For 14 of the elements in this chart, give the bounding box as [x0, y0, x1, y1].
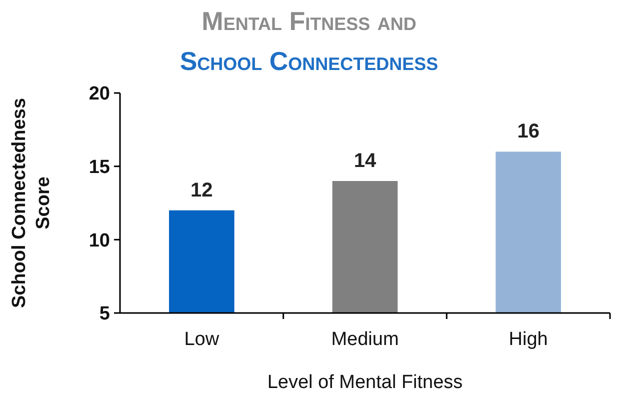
- data-label: 16: [517, 120, 540, 143]
- x-tick-label: High: [508, 329, 548, 350]
- y-tick-label: 10: [88, 230, 110, 252]
- y-tick-label: 5: [99, 304, 110, 325]
- x-tick-label: Medium: [331, 329, 399, 350]
- x-axis-title: Level of Mental Fitness: [267, 372, 463, 393]
- chart-title: Mental Fitness and: [202, 6, 416, 36]
- y-tick-label: 20: [88, 84, 110, 105]
- y-axis-title: School Connectedness Score: [9, 98, 54, 308]
- data-label: 12: [190, 179, 213, 202]
- x-tick-label: Low: [184, 329, 220, 350]
- y-tick-label: 15: [88, 156, 110, 178]
- chart-subtitle: School Connectedness: [180, 46, 438, 76]
- data-label: 14: [354, 150, 377, 172]
